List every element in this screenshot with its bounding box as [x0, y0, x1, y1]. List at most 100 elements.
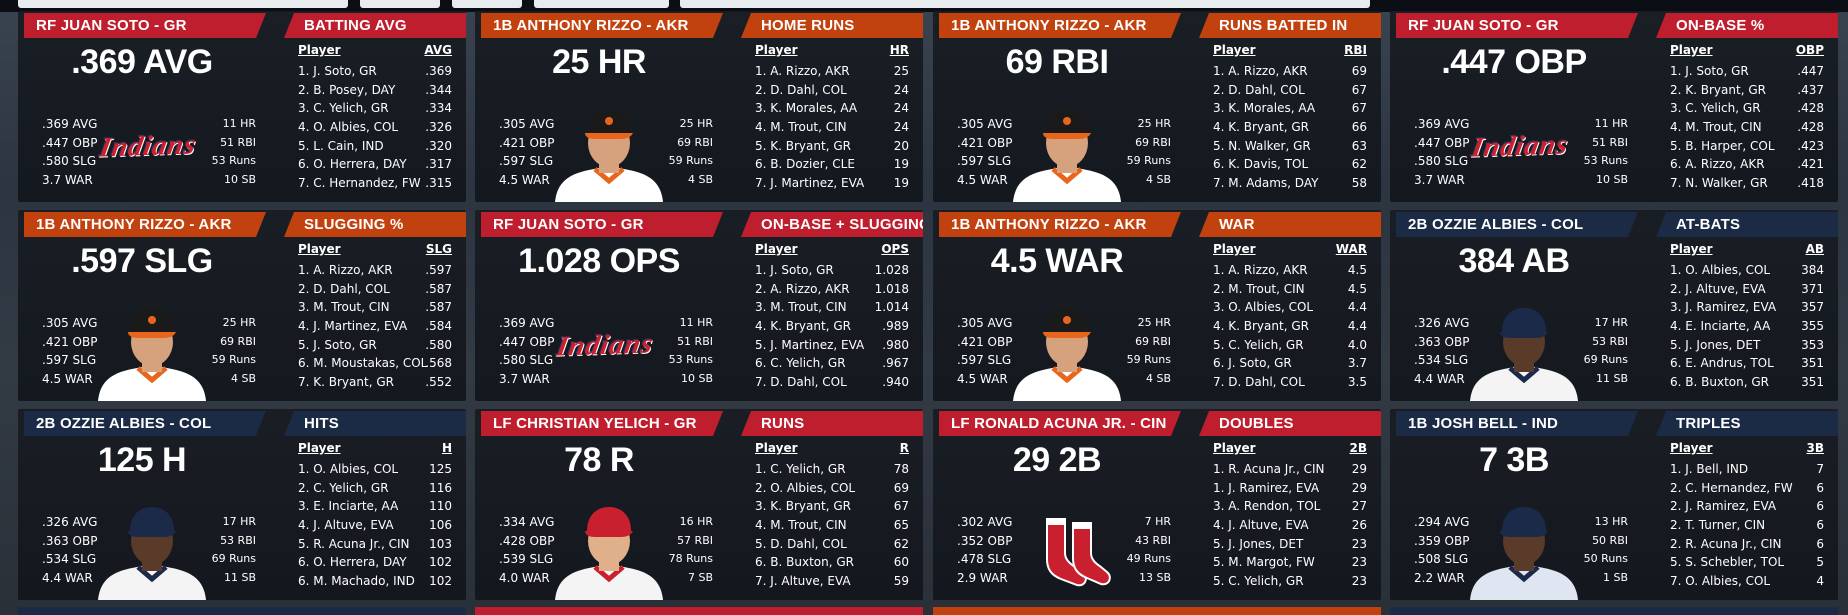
leader-row[interactable]: 7. N. Walker, GR .418: [1670, 174, 1824, 193]
leader-row[interactable]: 5. R. Acuna Jr., CIN 103: [298, 535, 452, 554]
player-header-bar[interactable]: 2B OZZIE ALBIES - COL: [24, 411, 266, 436]
leader-row[interactable]: 5. C. Yelich, GR 4.0: [1213, 336, 1367, 355]
leader-row[interactable]: 5. J. Martinez, EVA .980: [755, 336, 909, 355]
leader-row[interactable]: 3. J. Ramirez, EVA 357: [1670, 298, 1824, 317]
leader-row[interactable]: 3. E. Inciarte, AA 110: [298, 497, 452, 516]
leader-row[interactable]: 1. J. Ramirez, EVA 29: [1213, 479, 1367, 498]
category-header-bar[interactable]: HOME RUNS: [741, 13, 923, 38]
category-header-bar[interactable]: SLUGGING %: [284, 212, 466, 237]
leader-row[interactable]: 2. D. Dahl, COL 67: [1213, 81, 1367, 100]
player-header-bar[interactable]: 1B JOSH BELL - IND: [1396, 411, 1638, 436]
player-header-bar[interactable]: LF RONALD ACUNA JR. - CIN: [939, 411, 1181, 436]
leader-row[interactable]: 3. K. Morales, AA 67: [1213, 99, 1367, 118]
leader-row[interactable]: 1. J. Soto, GR 1.028: [755, 261, 909, 280]
category-header-bar[interactable]: DOUBLES: [1199, 411, 1381, 436]
category-header-bar[interactable]: ON-BASE %: [1656, 13, 1838, 38]
leader-row[interactable]: 6. A. Rizzo, AKR .421: [1670, 155, 1824, 174]
leader-card-at-bats[interactable]: 2B OZZIE ALBIES - COL 384 AB .326 AVG .36…: [1390, 210, 1838, 401]
leader-row[interactable]: 4. J. Martinez, EVA .584: [298, 317, 452, 336]
leader-row[interactable]: 7. J. Altuve, EVA 59: [755, 572, 909, 591]
leader-card-ops[interactable]: RF JUAN SOTO - GR 1.028 OPS .369 AVG .447…: [475, 210, 923, 401]
leader-row[interactable]: 7. O. Albies, COL 4: [1670, 572, 1824, 591]
category-header-bar[interactable]: RUNS BATTED IN: [1199, 13, 1381, 38]
leader-row[interactable]: 3. O. Albies, COL 4.4: [1213, 298, 1367, 317]
leader-row[interactable]: 2. K. Bryant, GR .437: [1670, 81, 1824, 100]
leader-row[interactable]: 1. O. Albies, COL 384: [1670, 261, 1824, 280]
leader-row[interactable]: 6. M. Machado, IND 102: [298, 572, 452, 591]
leader-row[interactable]: 7. K. Bryant, GR .552: [298, 373, 452, 392]
leader-row[interactable]: 7. D. Dahl, COL .940: [755, 373, 909, 392]
leader-card-runs-batted-in[interactable]: 1B ANTHONY RIZZO - AKR 69 RBI .305 AVG .4…: [933, 11, 1381, 202]
player-header-bar[interactable]: RF JUAN SOTO - GR: [481, 212, 723, 237]
leader-row[interactable]: 1. A. Rizzo, AKR 25: [755, 62, 909, 81]
leader-row[interactable]: 4. M. Trout, CIN 65: [755, 516, 909, 535]
leader-row[interactable]: 5. C. Yelich, GR 23: [1213, 572, 1367, 591]
top-control[interactable]: [534, 0, 669, 8]
leader-row[interactable]: 6. B. Buxton, GR 351: [1670, 373, 1824, 392]
player-header-bar[interactable]: RF JUAN SOTO - GR: [1396, 13, 1638, 38]
leader-row[interactable]: 6. K. Davis, TOL 62: [1213, 155, 1367, 174]
category-header-bar[interactable]: ON-BASE + SLUGGING: [741, 212, 923, 237]
player-header-bar[interactable]: LF CHRISTIAN YELICH - GR: [481, 411, 723, 436]
leader-row[interactable]: 1. C. Yelich, GR 78: [755, 460, 909, 479]
top-control[interactable]: [18, 0, 348, 8]
category-header-bar[interactable]: WAR: [1199, 212, 1381, 237]
leader-row[interactable]: 4. K. Bryant, GR .989: [755, 317, 909, 336]
leader-row[interactable]: 1. A. Rizzo, AKR 69: [1213, 62, 1367, 81]
leader-row[interactable]: 5. D. Dahl, COL 62: [755, 535, 909, 554]
leader-row[interactable]: 3. K. Bryant, GR 67: [755, 497, 909, 516]
leader-row[interactable]: 3. C. Yelich, GR .334: [298, 99, 452, 118]
leader-card-war[interactable]: 1B ANTHONY RIZZO - AKR 4.5 WAR .305 AVG.…: [933, 210, 1381, 401]
leader-row[interactable]: 4. J. Altuve, EVA 26: [1213, 516, 1367, 535]
leader-row[interactable]: 1. A. Rizzo, AKR .597: [298, 261, 452, 280]
leader-card-doubles[interactable]: LF RONALD ACUNA JR. - CIN 29 2B .302 AVG…: [933, 409, 1381, 600]
leader-row[interactable]: 5. B. Harper, COL .423: [1670, 137, 1824, 156]
leader-card-batting-avg[interactable]: RF JUAN SOTO - GR .369 AVG .369 AVG .447 …: [18, 11, 466, 202]
category-header-bar[interactable]: HITS: [284, 411, 466, 436]
leader-row[interactable]: 7. C. Hernandez, FW .315: [298, 174, 452, 193]
leader-row[interactable]: 7. J. Martinez, EVA 19: [755, 174, 909, 193]
leader-row[interactable]: 6. B. Buxton, GR 60: [755, 553, 909, 572]
leader-row[interactable]: 3. M. Trout, CIN 1.014: [755, 298, 909, 317]
leader-row[interactable]: 5. L. Cain, IND .320: [298, 137, 452, 156]
top-control[interactable]: [452, 0, 522, 8]
leader-row[interactable]: 6. B. Dozier, CLE 19: [755, 155, 909, 174]
leader-row[interactable]: 2. J. Ramirez, EVA 6: [1670, 497, 1824, 516]
leader-row[interactable]: 3. C. Yelich, GR .428: [1670, 99, 1824, 118]
leader-row[interactable]: 4. M. Trout, CIN .428: [1670, 118, 1824, 137]
leader-row[interactable]: 2. C. Hernandez, FW 6: [1670, 479, 1824, 498]
leader-row[interactable]: 2. R. Acuna Jr., CIN 6: [1670, 535, 1824, 554]
category-header-bar[interactable]: RUNS: [741, 411, 923, 436]
leader-row[interactable]: 6. O. Herrera, DAY .317: [298, 155, 452, 174]
leader-row[interactable]: 1. O. Albies, COL 125: [298, 460, 452, 479]
leader-row[interactable]: 2. M. Trout, CIN 4.5: [1213, 280, 1367, 299]
leader-row[interactable]: 5. M. Margot, FW 23: [1213, 553, 1367, 572]
category-header-bar[interactable]: TRIPLES: [1656, 411, 1838, 436]
top-control[interactable]: [360, 0, 440, 8]
player-header-bar[interactable]: RF JUAN SOTO - GR: [24, 13, 266, 38]
player-header-bar[interactable]: 1B ANTHONY RIZZO - AKR: [939, 13, 1181, 38]
leader-row[interactable]: 3. M. Trout, CIN .587: [298, 298, 452, 317]
leader-row[interactable]: 7. M. Adams, DAY 58: [1213, 174, 1367, 193]
leader-row[interactable]: 5. N. Walker, GR 63: [1213, 137, 1367, 156]
leader-row[interactable]: 2. A. Rizzo, AKR 1.018: [755, 280, 909, 299]
leader-row[interactable]: 5. J. Jones, DET 353: [1670, 336, 1824, 355]
leader-row[interactable]: 3. A. Rendon, TOL 27: [1213, 497, 1367, 516]
leader-row[interactable]: 1. J. Bell, IND 7: [1670, 460, 1824, 479]
leader-row[interactable]: 2. T. Turner, CIN 6: [1670, 516, 1824, 535]
leader-card-home-runs[interactable]: 1B ANTHONY RIZZO - AKR 25 HR .305 AVG .42…: [475, 11, 923, 202]
leader-row[interactable]: 5. S. Schebler, TOL 5: [1670, 553, 1824, 572]
leader-row[interactable]: 6. J. Soto, GR 3.7: [1213, 354, 1367, 373]
leader-row[interactable]: 5. J. Jones, DET 23: [1213, 535, 1367, 554]
leader-row[interactable]: 6. C. Yelich, GR .967: [755, 354, 909, 373]
player-header-bar[interactable]: 1B ANTHONY RIZZO - AKR: [481, 13, 723, 38]
leader-row[interactable]: 2. D. Dahl, COL .587: [298, 280, 452, 299]
leader-row[interactable]: 1. A. Rizzo, AKR 4.5: [1213, 261, 1367, 280]
category-header-bar[interactable]: AT-BATS: [1656, 212, 1838, 237]
leader-card-on-base-pct[interactable]: RF JUAN SOTO - GR .447 OBP .369 AVG .447 …: [1390, 11, 1838, 202]
leader-row[interactable]: 5. K. Bryant, GR 20: [755, 137, 909, 156]
leader-row[interactable]: 2. O. Albies, COL 69: [755, 479, 909, 498]
category-header-bar[interactable]: BATTING AVG: [284, 13, 466, 38]
leader-card-hits[interactable]: 2B OZZIE ALBIES - COL 125 H .326 AVG .363…: [18, 409, 466, 600]
player-header-bar[interactable]: 2B OZZIE ALBIES - COL: [1396, 212, 1638, 237]
